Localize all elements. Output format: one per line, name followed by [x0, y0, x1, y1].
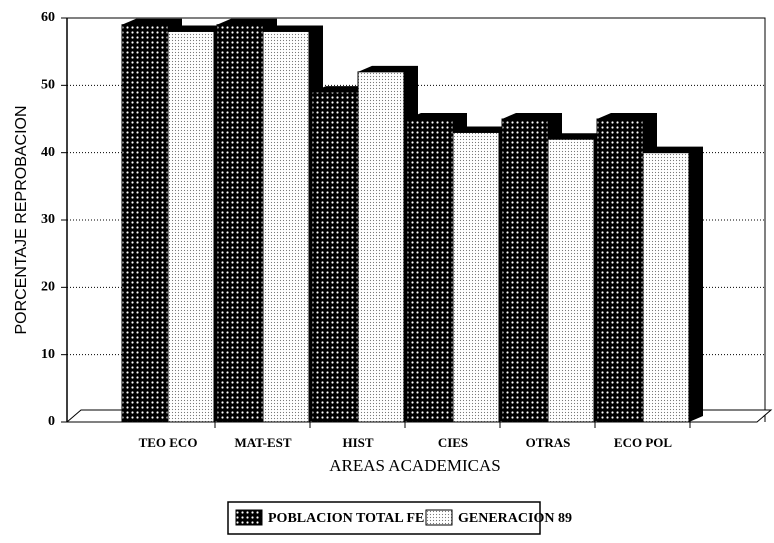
x-tick-label: CIES	[438, 435, 468, 450]
bar	[311, 91, 359, 423]
bar	[167, 30, 215, 423]
bar	[501, 118, 549, 423]
back-wall	[67, 17, 766, 422]
bar	[406, 118, 454, 423]
y-tick-label: 20	[41, 280, 55, 295]
bar	[596, 118, 644, 423]
x-tick-label: ECO POL	[614, 435, 672, 450]
legend-label: POBLACION TOTAL FE	[268, 511, 424, 526]
bar	[357, 71, 405, 423]
bar	[547, 138, 595, 423]
legend-swatch	[425, 509, 453, 526]
y-tick-label: 30	[41, 212, 55, 227]
y-axis-label: PORCENTAJE REPROBACION	[13, 105, 30, 334]
y-tick-label: 10	[41, 347, 55, 362]
bar	[642, 152, 690, 423]
bar	[452, 131, 500, 423]
y-tick-label: 60	[41, 10, 55, 25]
x-axis-label: AREAS ACADEMICAS	[329, 456, 500, 475]
legend	[227, 501, 541, 535]
x-tick-label: OTRAS	[526, 435, 571, 450]
x-tick-label: HIST	[342, 435, 373, 450]
x-tick-label: MAT-EST	[234, 435, 291, 450]
legend-label: GENERACION 89	[458, 511, 572, 526]
bar-depth	[643, 146, 703, 422]
bar	[216, 24, 264, 423]
y-tick-label: 50	[41, 78, 55, 93]
bar	[262, 30, 310, 423]
y-tick-label: 40	[41, 145, 55, 160]
bar	[121, 24, 169, 423]
legend-swatch	[235, 509, 263, 526]
y-tick-label: 0	[48, 414, 55, 429]
x-tick-label: TEO ECO	[139, 435, 198, 450]
